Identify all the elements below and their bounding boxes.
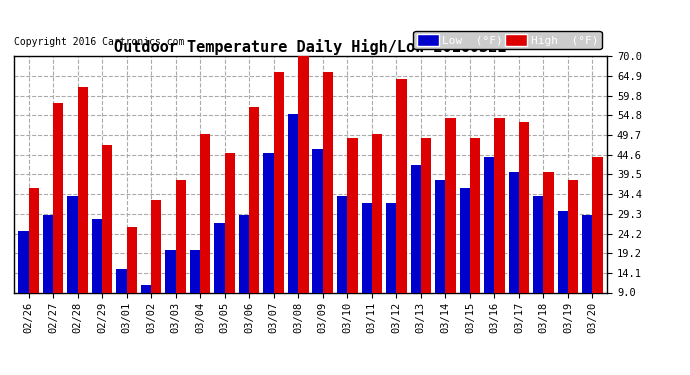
Bar xyxy=(53,103,63,292)
Bar xyxy=(509,172,519,292)
Bar xyxy=(239,215,249,292)
Bar xyxy=(151,200,161,292)
Bar xyxy=(200,134,210,292)
Bar xyxy=(396,80,406,292)
Bar xyxy=(225,153,235,292)
Bar xyxy=(435,180,445,292)
Bar xyxy=(568,180,578,292)
Bar xyxy=(582,215,593,292)
Bar xyxy=(372,134,382,292)
Bar xyxy=(117,269,126,292)
Bar xyxy=(460,188,470,292)
Bar xyxy=(484,157,495,292)
Bar xyxy=(495,118,504,292)
Text: Copyright 2016 Cartronics.com: Copyright 2016 Cartronics.com xyxy=(14,37,184,47)
Bar xyxy=(274,72,284,292)
Bar xyxy=(519,122,529,292)
Bar xyxy=(445,118,455,292)
Bar xyxy=(362,203,372,292)
Bar xyxy=(421,138,431,292)
Bar xyxy=(593,157,603,292)
Bar xyxy=(67,196,77,292)
Bar xyxy=(126,226,137,292)
Bar xyxy=(176,180,186,292)
Bar xyxy=(323,72,333,292)
Bar xyxy=(558,211,568,292)
Bar xyxy=(43,215,53,292)
Title: Outdoor Temperature Daily High/Low 20160321: Outdoor Temperature Daily High/Low 20160… xyxy=(115,39,506,55)
Bar xyxy=(347,138,357,292)
Legend: Low  (°F), High  (°F): Low (°F), High (°F) xyxy=(413,31,602,49)
Bar xyxy=(92,219,102,292)
Bar xyxy=(411,165,421,292)
Bar xyxy=(544,172,554,292)
Bar xyxy=(102,146,112,292)
Bar xyxy=(249,106,259,292)
Bar xyxy=(533,196,544,292)
Bar xyxy=(298,56,308,292)
Bar xyxy=(18,231,28,292)
Bar xyxy=(288,114,298,292)
Bar xyxy=(166,250,176,292)
Bar xyxy=(141,285,151,292)
Bar xyxy=(77,87,88,292)
Bar xyxy=(28,188,39,292)
Bar xyxy=(470,138,480,292)
Bar xyxy=(215,223,225,292)
Bar xyxy=(386,203,396,292)
Bar xyxy=(337,196,347,292)
Bar xyxy=(313,149,323,292)
Bar xyxy=(264,153,274,292)
Bar xyxy=(190,250,200,292)
